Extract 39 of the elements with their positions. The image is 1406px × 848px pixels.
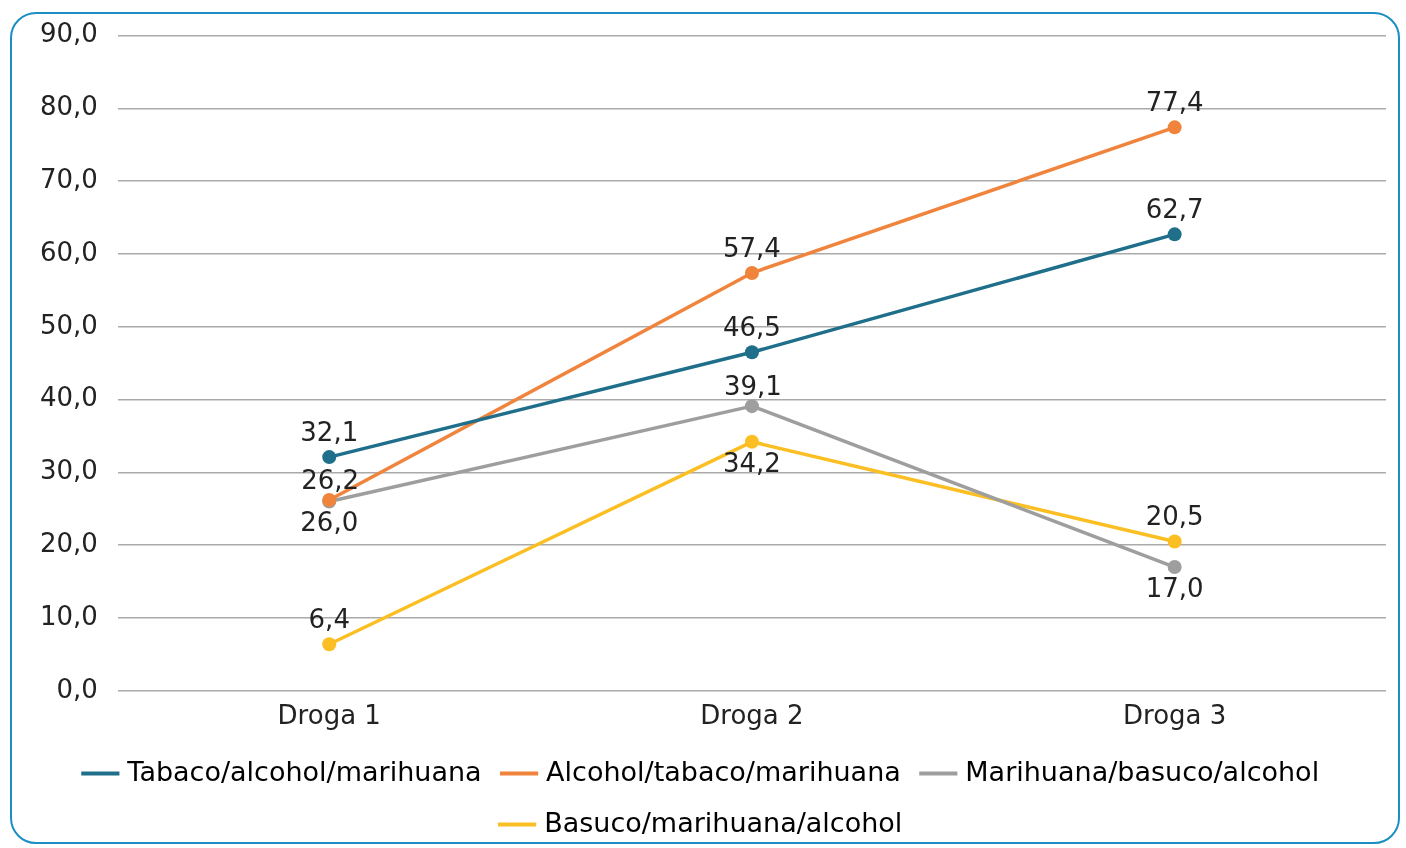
- point: [744, 265, 759, 280]
- data-label: 57,4: [723, 232, 781, 263]
- data-label: 46,5: [723, 312, 781, 343]
- point: [1167, 560, 1182, 575]
- point: [1167, 534, 1182, 549]
- point: [322, 450, 337, 465]
- point: [1167, 227, 1182, 242]
- data-label: 39,1: [723, 370, 782, 401]
- x-tick-label: Droga 2: [700, 700, 804, 731]
- y-tick-label: 70,0: [40, 163, 98, 194]
- point: [744, 345, 759, 360]
- point: [322, 637, 337, 652]
- y-tick-label: 60,0: [40, 236, 98, 267]
- data-label: 34,2: [723, 447, 781, 478]
- y-tick-label: 40,0: [40, 382, 98, 413]
- legend-label: Tabaco/alcohol/marihuana: [126, 755, 482, 787]
- y-tick-label: 20,0: [40, 527, 98, 558]
- y-tick-label: 0,0: [56, 673, 98, 704]
- y-tick-label: 30,0: [40, 455, 98, 486]
- x-tick-label: Droga 3: [1123, 700, 1227, 731]
- y-tick-label: 90,0: [40, 18, 98, 49]
- data-label: 26,0: [300, 507, 359, 538]
- point: [1167, 120, 1182, 135]
- data-label: 20,5: [1145, 501, 1204, 532]
- y-tick-label: 50,0: [40, 309, 98, 340]
- x-tick-label: Droga 1: [277, 700, 381, 731]
- point: [744, 434, 759, 449]
- data-label: 62,7: [1145, 194, 1204, 225]
- y-tick-label: 80,0: [40, 91, 98, 122]
- legend-label: Marihuana/basuco/alcohol: [965, 755, 1320, 787]
- data-label: 77,4: [1145, 87, 1204, 118]
- legend-label: Alcohol/tabaco/marihuana: [546, 755, 901, 787]
- data-label: 6,4: [308, 603, 350, 634]
- data-label: 32,1: [300, 416, 359, 447]
- point: [744, 399, 759, 414]
- y-tick-label: 10,0: [40, 600, 98, 631]
- data-label: 17,0: [1145, 572, 1204, 603]
- data-label: 26,2: [301, 464, 360, 495]
- legend-label: Basuco/marihuana/alcohol: [544, 806, 903, 838]
